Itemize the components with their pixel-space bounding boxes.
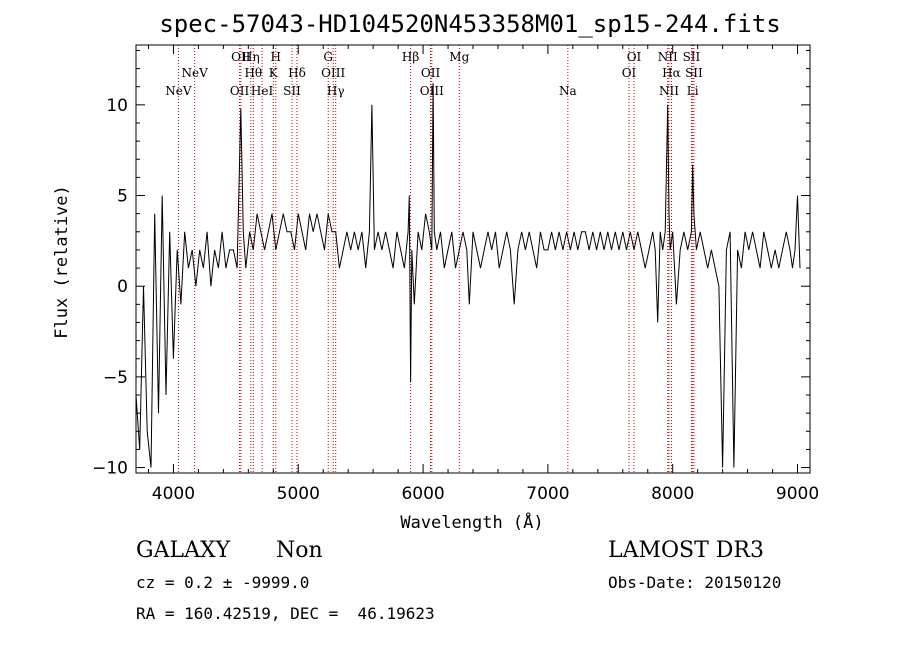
- emission-line-label: H: [271, 50, 281, 64]
- x-tick-label: 9000: [776, 484, 819, 504]
- emission-line-label: G: [323, 50, 333, 64]
- y-tick-label: 0: [117, 277, 128, 297]
- emission-line-label: SII: [683, 50, 701, 64]
- emission-line-label: OIII: [321, 66, 345, 80]
- object-type: GALAXY: [136, 538, 231, 563]
- emission-line-label: Mg: [449, 50, 469, 64]
- emission-line-label: Hβ: [402, 50, 419, 64]
- emission-line-label: Na: [559, 84, 577, 98]
- ra-dec: RA = 160.42519, DEC = 46.19623: [136, 604, 435, 623]
- emission-line-label: K: [269, 66, 279, 80]
- emission-line-label: OII: [231, 50, 251, 64]
- y-tick-label: 5: [117, 187, 128, 207]
- emission-line-label: SII: [283, 84, 301, 98]
- y-tick-label: −5: [103, 368, 128, 388]
- redshift-cz: cz = 0.2 ± -9999.0: [136, 573, 310, 592]
- emission-line-label: Hα: [662, 66, 681, 80]
- x-tick-label: 6000: [401, 484, 444, 504]
- obs-date: Obs-Date: 20150120: [608, 573, 782, 592]
- x-tick-label: 4000: [152, 484, 195, 504]
- y-tick-label: −10: [92, 459, 128, 479]
- emission-line-label: Hγ: [327, 84, 345, 98]
- emission-line-label: NeV: [165, 84, 192, 98]
- survey-label: LAMOST DR3: [608, 538, 764, 563]
- x-tick-label: 5000: [277, 484, 320, 504]
- emission-line-label: NeV: [182, 66, 209, 80]
- emission-line-label: SII: [685, 66, 703, 80]
- x-tick-label: 7000: [526, 484, 569, 504]
- emission-line-markers: NeVNeVOIIOIIHηHθHeIKHSIIHδGOIIIHγHβOIIOI…: [165, 45, 703, 473]
- emission-line-label: OI: [627, 50, 642, 64]
- emission-line-label: Li: [687, 84, 699, 98]
- emission-line-label: NII: [658, 50, 678, 64]
- x-axis-label: Wavelength (Å): [400, 511, 543, 533]
- x-axis-ticks: 4000 5000 6000 7000 8000 9000: [147, 45, 819, 504]
- object-subclass: Non: [276, 538, 323, 563]
- emission-line-label: HeI: [251, 84, 274, 98]
- y-axis-label: Flux (relative): [52, 185, 72, 339]
- emission-line-label: OII: [421, 66, 441, 80]
- x-tick-label: 8000: [651, 484, 694, 504]
- emission-line-label: Hθ: [244, 66, 262, 80]
- spectrum-series: [135, 83, 801, 468]
- emission-line-label: OII: [230, 84, 250, 98]
- emission-line-label: Hη: [242, 50, 260, 64]
- emission-line-label: NII: [659, 84, 679, 98]
- chart-title: spec-57043-HD104520N453358M01_sp15-244.f…: [159, 10, 780, 38]
- emission-line-label: OI: [622, 66, 637, 80]
- y-tick-label: 10: [106, 96, 128, 116]
- y-axis-ticks: −10 −5 0 5 10: [92, 49, 810, 479]
- emission-line-label: OIII: [420, 84, 444, 98]
- emission-line-label: Hδ: [288, 66, 306, 80]
